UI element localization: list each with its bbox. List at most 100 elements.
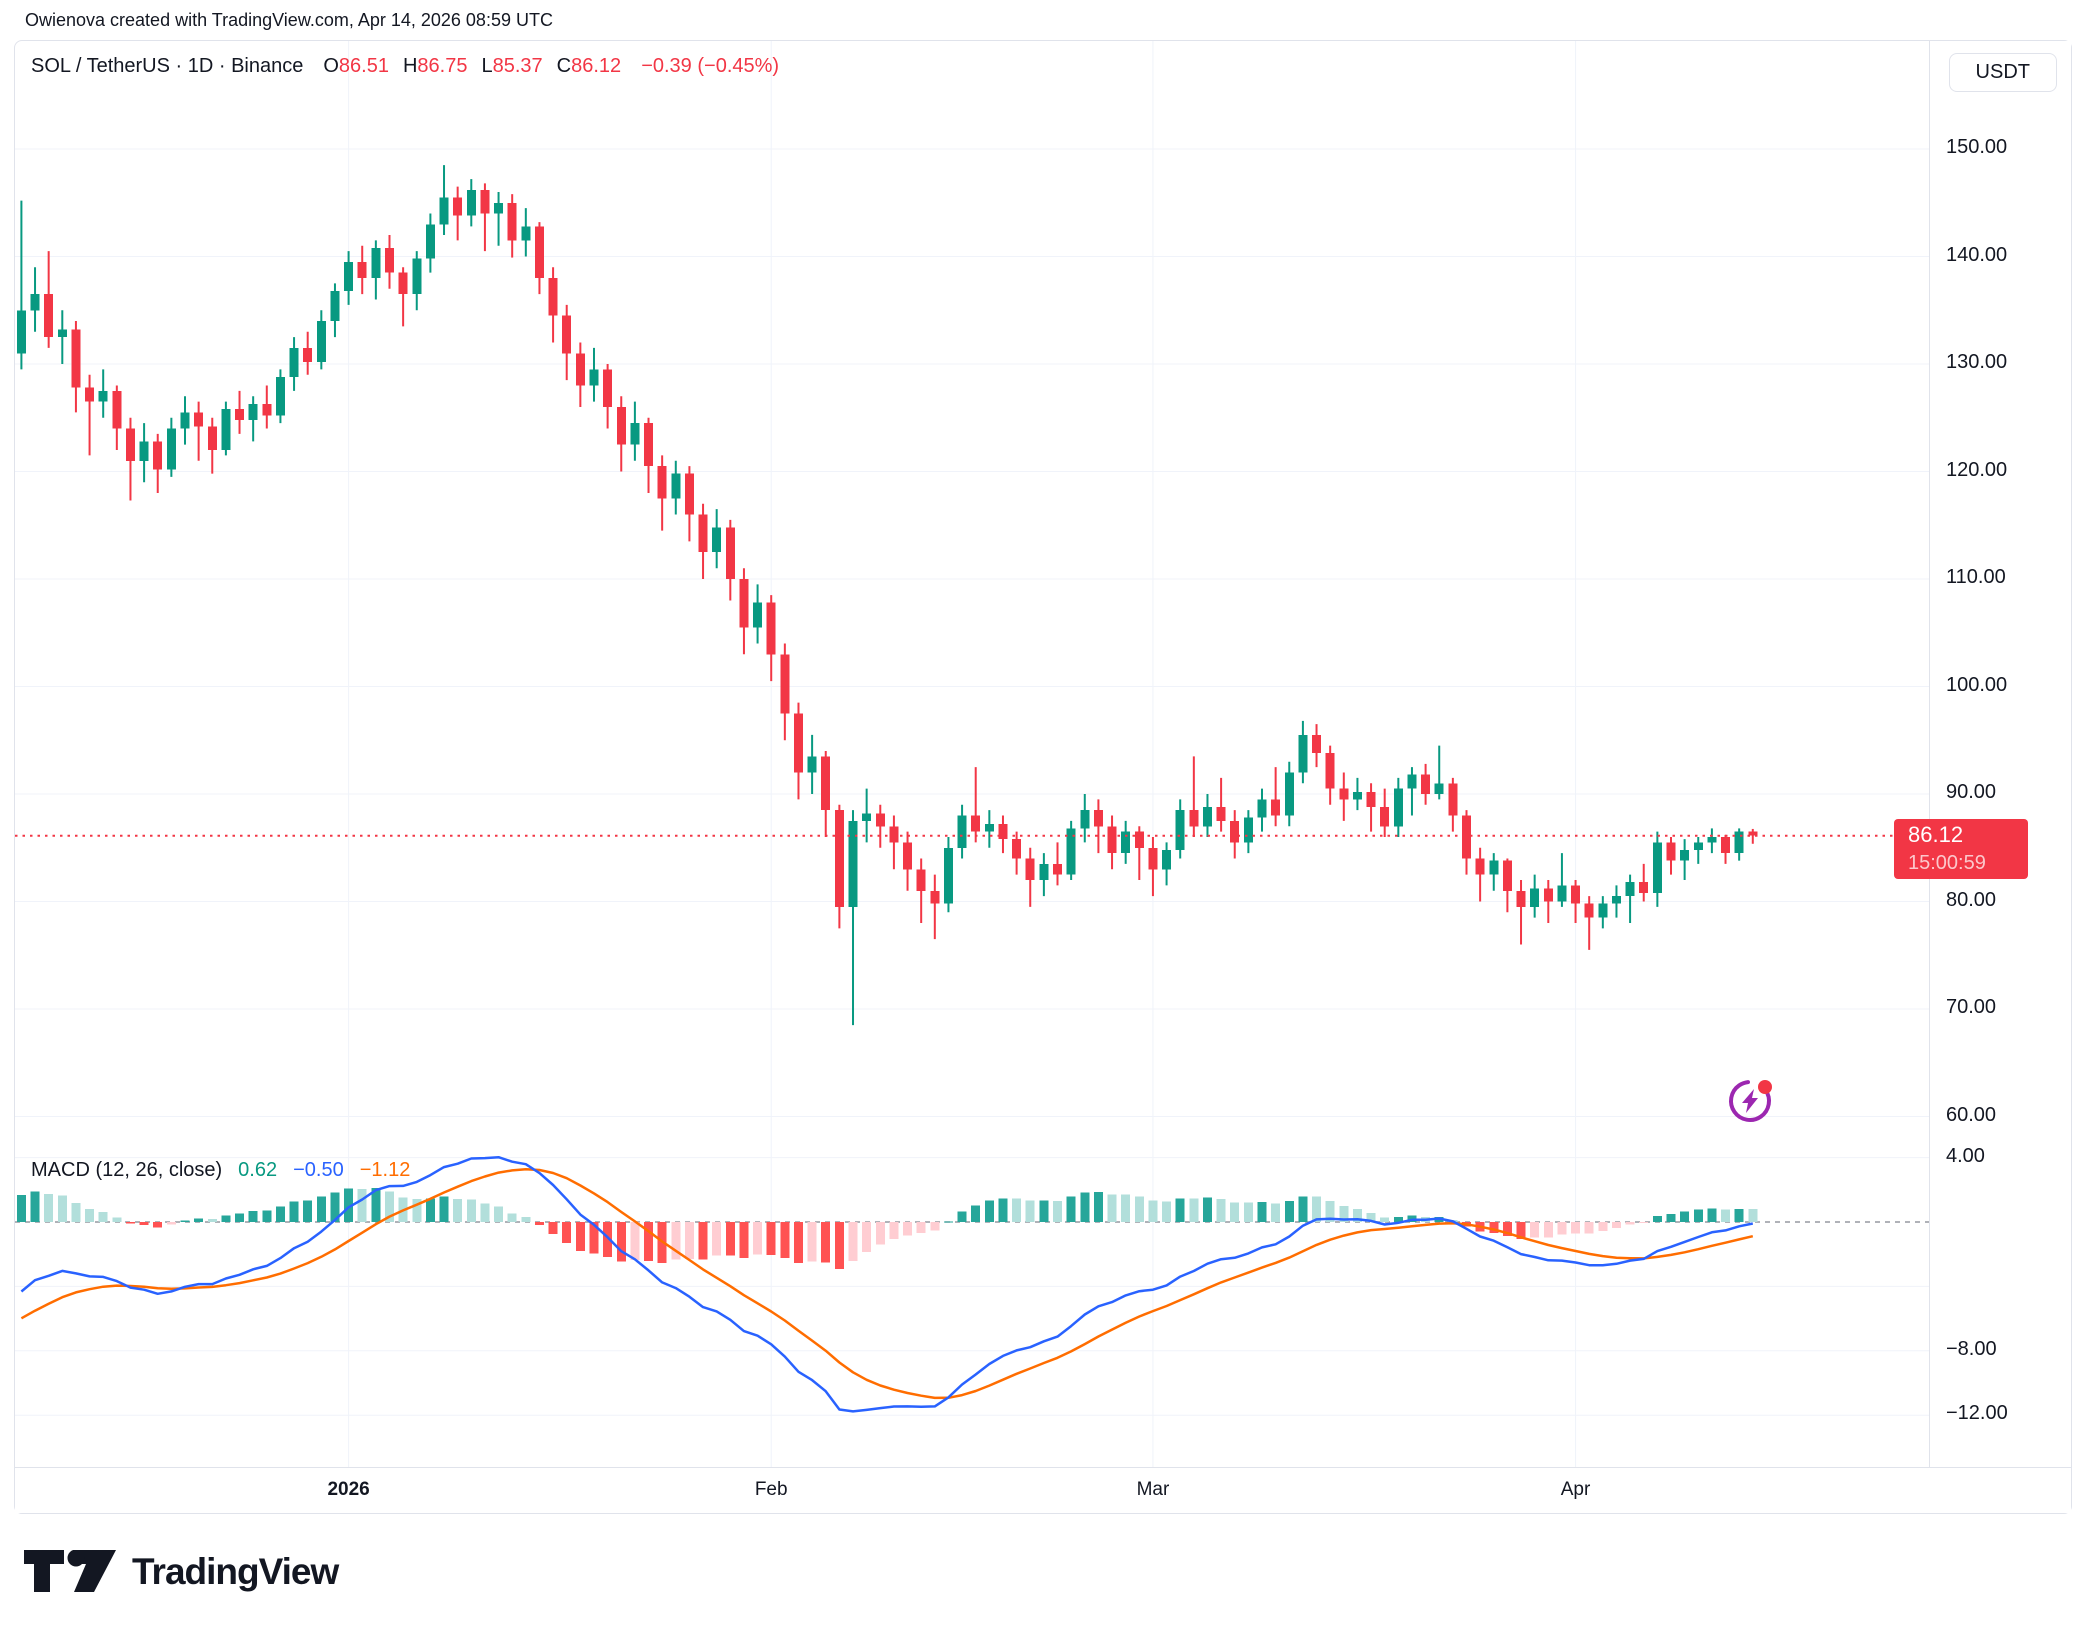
last-price-badge[interactable]: 86.12 15:00:59: [1894, 819, 2028, 879]
candle: [562, 304, 572, 381]
candle: [875, 804, 885, 848]
macd-histogram-bar: [984, 1200, 994, 1222]
candle: [316, 310, 326, 370]
candle: [1557, 853, 1567, 907]
macd-histogram-bar: [371, 1187, 381, 1222]
macd-tick-label: −12.00: [1946, 1402, 2008, 1425]
macd-histogram-bar: [1366, 1212, 1376, 1222]
candle: [112, 385, 122, 450]
candle: [984, 810, 994, 848]
ohlc-field: L85.37: [481, 55, 543, 77]
macd-histogram-bar: [412, 1199, 422, 1222]
candle: [71, 321, 81, 413]
candle: [780, 643, 790, 741]
candle: [494, 192, 504, 246]
candle: [1639, 863, 1649, 902]
time-axis-label: Apr: [1560, 1479, 1591, 1500]
candle: [235, 390, 245, 434]
macd-histogram-bar: [1121, 1194, 1131, 1222]
candle: [1366, 783, 1376, 832]
macd-histogram-bar: [780, 1222, 790, 1259]
price-tick-label: 60.00: [1946, 1103, 1997, 1126]
macd-histogram-bar: [957, 1211, 967, 1222]
macd-histogram-bar: [630, 1222, 640, 1260]
candle: [330, 283, 340, 338]
candle: [766, 595, 776, 682]
macd-histogram-bar: [1652, 1216, 1662, 1222]
price-tick-label: 70.00: [1946, 996, 1997, 1018]
currency-toggle-button[interactable]: USDT: [1948, 53, 2057, 92]
macd-histogram-bar: [1571, 1222, 1581, 1234]
macd-histogram-bar: [425, 1198, 435, 1222]
candle: [357, 245, 367, 295]
candle: [1448, 777, 1458, 832]
macd-tick-label: 4.00: [1946, 1144, 1985, 1167]
macd-histogram-bar: [739, 1222, 749, 1258]
price-pane[interactable]: [15, 41, 1929, 1147]
right-price-axis[interactable]: 150.00 140.00 130.00 120.00 110.00 100.00 90.0…: [1929, 41, 2071, 1467]
macd-histogram-bar: [44, 1194, 54, 1222]
time-axis-label: Feb: [754, 1479, 788, 1500]
candle: [1393, 777, 1403, 837]
macd-histogram-bar: [1162, 1201, 1172, 1222]
macd-histogram-bar: [125, 1222, 135, 1224]
macd-histogram-bar: [330, 1192, 340, 1222]
candle: [1380, 788, 1390, 837]
macd-histogram-bar: [466, 1199, 476, 1222]
price-tick-label: 110.00: [1946, 566, 2006, 588]
candle: [384, 235, 394, 289]
candle: [166, 417, 176, 477]
candle: [1652, 831, 1662, 907]
candle: [466, 179, 476, 227]
macd-histogram-bar: [1502, 1222, 1512, 1237]
macd-histogram-bar: [139, 1222, 149, 1225]
macd-histogram-bar: [1284, 1200, 1294, 1222]
candle: [1134, 826, 1144, 880]
macd-histogram-bar: [453, 1198, 463, 1222]
candle: [1189, 756, 1199, 837]
candle: [671, 460, 681, 515]
macd-histogram-bar: [1012, 1198, 1022, 1222]
candle: [1489, 853, 1499, 891]
candle: [1543, 880, 1553, 923]
macd-histogram-bar: [766, 1222, 776, 1255]
macd-histogram-bar: [1707, 1208, 1717, 1222]
candle: [916, 858, 926, 923]
macd-histogram-bar: [507, 1213, 517, 1222]
macd-histogram-bar: [316, 1196, 326, 1222]
candle: [1039, 853, 1049, 897]
candle: [221, 401, 231, 456]
price-tick-label: 90.00: [1946, 781, 1997, 803]
candle: [1066, 820, 1076, 880]
symbol-title[interactable]: SOL / TetherUS · 1D · Binance: [31, 55, 304, 77]
candle: [153, 433, 163, 493]
macd-histogram-bar: [153, 1222, 163, 1228]
macd-histogram-bar: [1721, 1209, 1731, 1222]
macd-histogram-bar: [1148, 1200, 1158, 1222]
candle: [534, 222, 544, 295]
candle: [1352, 777, 1362, 811]
candle: [57, 310, 67, 364]
candle: [1339, 772, 1349, 821]
macd-histogram-bar: [180, 1220, 190, 1222]
candle: [1093, 799, 1103, 854]
candle: [194, 401, 204, 461]
candle: [1516, 880, 1526, 945]
candle: [848, 810, 858, 1026]
candle: [1734, 828, 1744, 861]
macd-histogram-bar: [644, 1222, 654, 1262]
macd-histogram-bar: [1053, 1200, 1063, 1222]
time-axis[interactable]: 2026 Feb Mar Apr: [15, 1467, 2071, 1513]
tradingview-wordmark: TradingView: [132, 1551, 339, 1592]
candle: [1407, 767, 1417, 816]
macd-histogram-bar: [275, 1206, 285, 1222]
candle: [943, 837, 953, 913]
macd-legend[interactable]: MACD (12, 26, close) 0.62 −0.50 −1.12: [31, 1159, 410, 1182]
lightning-watermark-icon[interactable]: [1724, 1075, 1777, 1128]
macd-histogram-bar: [916, 1222, 926, 1233]
macd-pane[interactable]: [15, 1147, 1929, 1467]
macd-histogram-bar: [1202, 1197, 1212, 1222]
candle: [1748, 828, 1758, 844]
macd-histogram-bar: [821, 1222, 831, 1263]
tradingview-logo[interactable]: TradingView: [24, 1550, 339, 1594]
